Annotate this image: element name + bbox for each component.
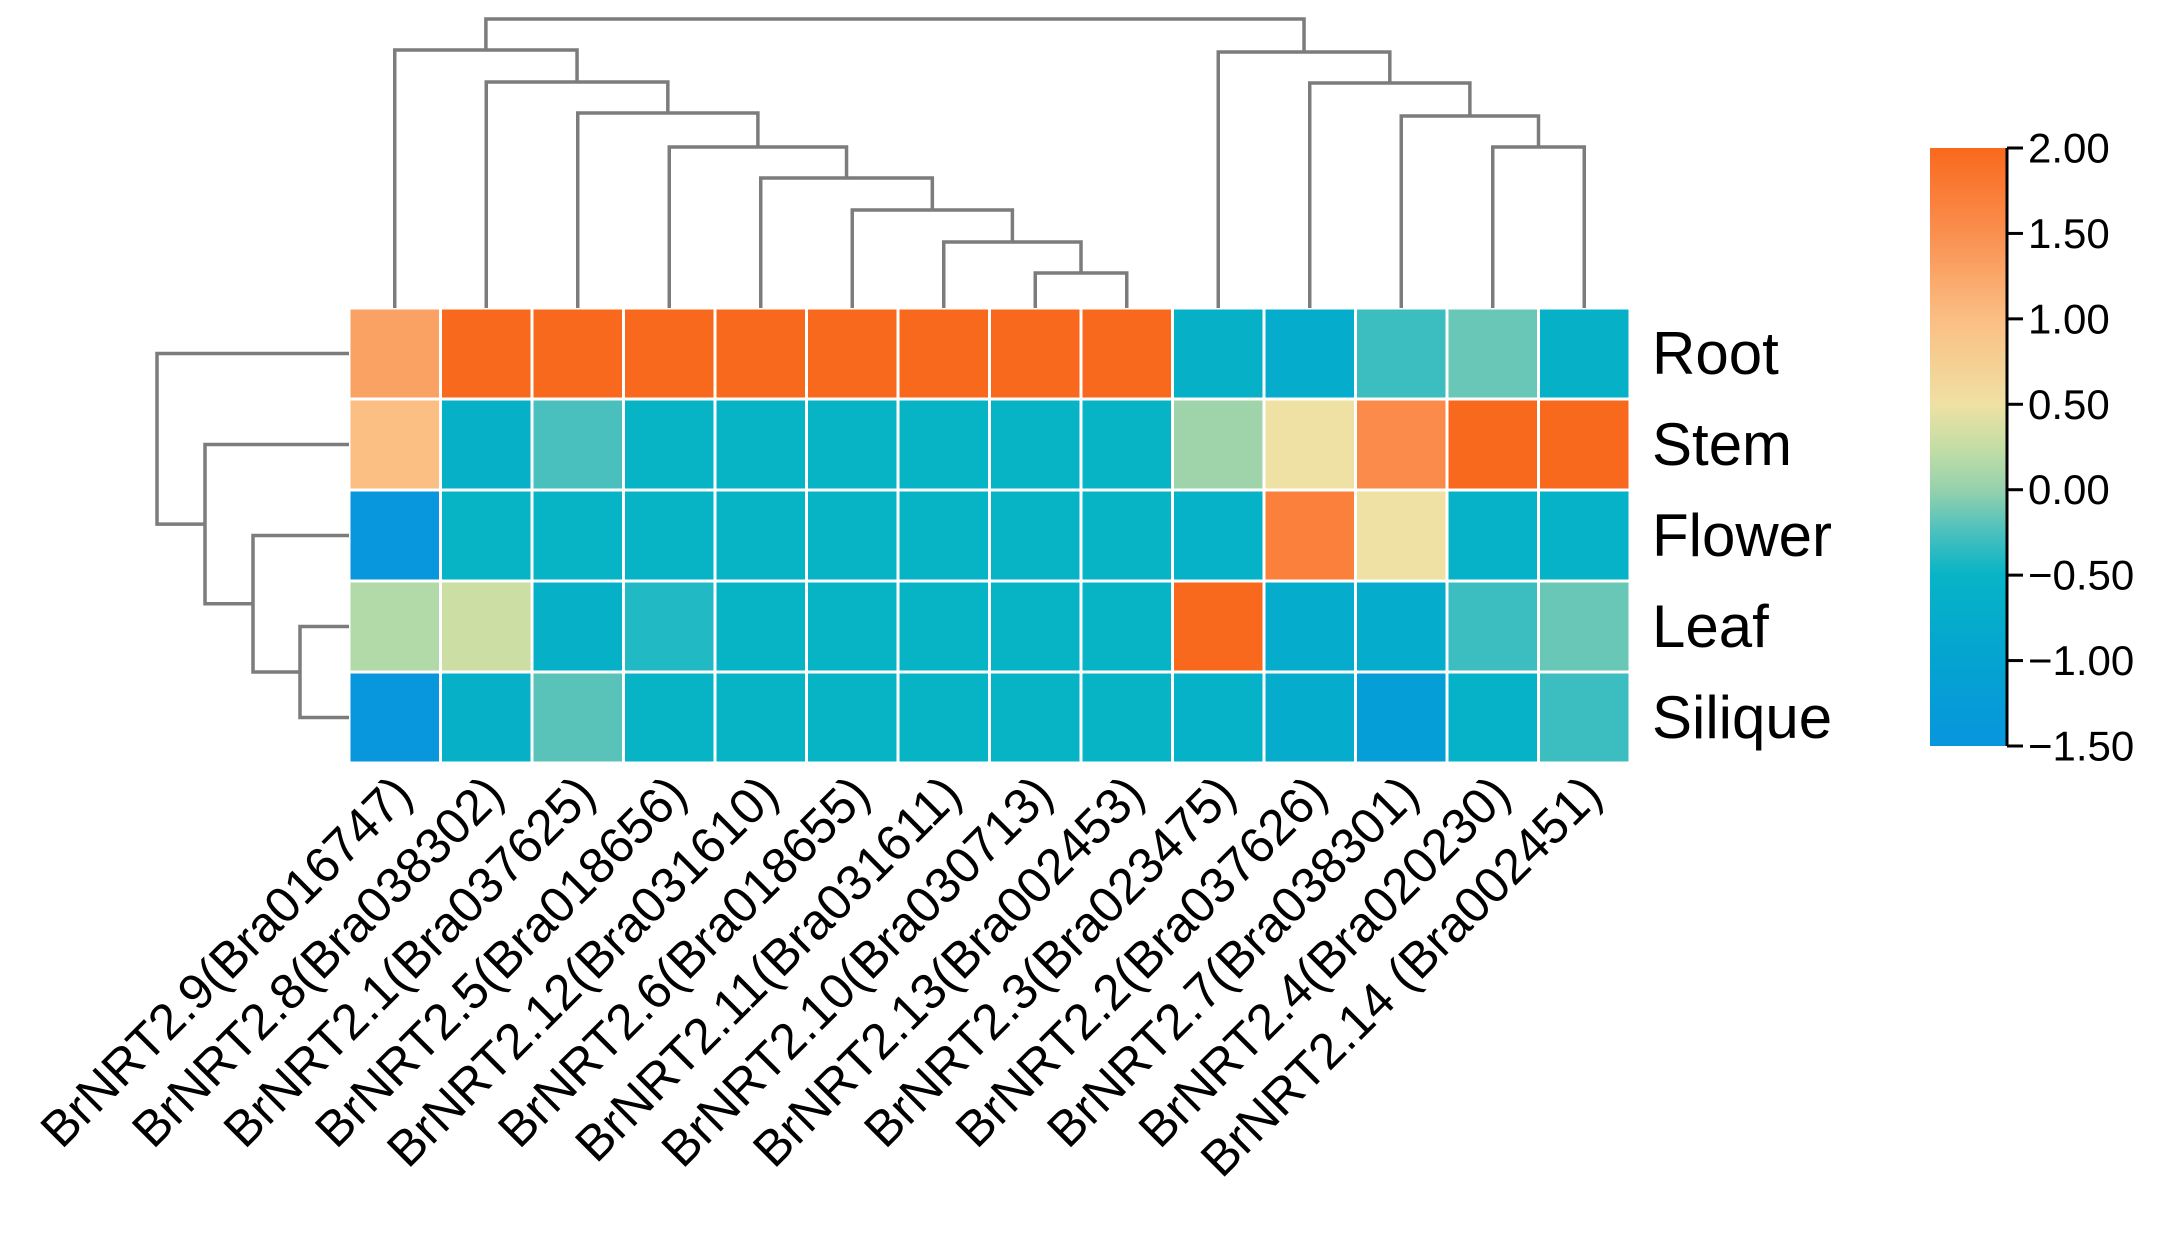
col-dendrogram-root xyxy=(484,17,1306,52)
legend-tick-label: 0.50 xyxy=(2028,381,2110,428)
heatmap-cell-stem-c6 xyxy=(808,400,897,489)
heatmap-cell-stem-c9 xyxy=(1082,400,1171,489)
heatmap-cell-leaf-c12 xyxy=(1357,582,1446,671)
heatmap-cell-flower-c3 xyxy=(533,491,622,580)
heatmap-cell-root-c10 xyxy=(1174,309,1263,398)
heatmap-cell-leaf-c1 xyxy=(350,582,439,671)
heatmap-cell-silique-c13 xyxy=(1448,673,1537,762)
heatmap-cell-stem-c1 xyxy=(350,400,439,489)
color-scale-legend: 2.00 1.50 1.00 0.50 0.00 −0.50 −1.00 −1.50 xyxy=(1930,125,2134,770)
heatmap-cell-root-c5 xyxy=(716,309,805,398)
heatmap-cell-root-c13 xyxy=(1448,309,1537,398)
heatmap-cell-root-c4 xyxy=(625,309,714,398)
heatmap-cell-flower-c9 xyxy=(1082,491,1171,580)
heatmap-cell-flower-c13 xyxy=(1448,491,1537,580)
heatmap-cell-silique-c7 xyxy=(899,673,988,762)
heatmap-cell-silique-c12 xyxy=(1357,673,1446,762)
heatmap-cell-silique-c8 xyxy=(991,673,1080,762)
heatmap-cell-flower-c7 xyxy=(899,491,988,580)
heatmap-cell-silique-c9 xyxy=(1082,673,1171,762)
heatmap-cell-root-c12 xyxy=(1357,309,1446,398)
heatmap-cell-leaf-c14 xyxy=(1540,582,1629,671)
heatmap-cell-stem-c5 xyxy=(716,400,805,489)
heatmap-cell-root-c7 xyxy=(899,309,988,398)
heatmap-cell-root-c8 xyxy=(991,309,1080,398)
legend-tick-label: −0.50 xyxy=(2028,552,2134,599)
heatmap-cell-silique-c3 xyxy=(533,673,622,762)
heatmap-cell-silique-c1 xyxy=(350,673,439,762)
heatmap-cell-flower-c1 xyxy=(350,491,439,580)
legend-tick-label: −1.50 xyxy=(2028,723,2134,770)
heatmap-cell-leaf-c3 xyxy=(533,582,622,671)
column-dendrogram xyxy=(393,17,1586,308)
row-label-stem: Stem xyxy=(1652,411,1792,478)
legend-gradient-bar xyxy=(1930,148,2007,746)
heatmap-cell-leaf-c4 xyxy=(625,582,714,671)
row-label-flower: Flower xyxy=(1652,502,1832,569)
heatmap-cell-flower-c10 xyxy=(1174,491,1263,580)
row-label-root: Root xyxy=(1652,320,1779,387)
heatmap-cell-stem-c12 xyxy=(1357,400,1446,489)
legend-tick-label: −1.00 xyxy=(2028,637,2134,684)
heatmap-cell-silique-c2 xyxy=(442,673,531,762)
heatmap-cell-flower-c14 xyxy=(1540,491,1629,580)
legend-tick-label: 0.00 xyxy=(2028,466,2110,513)
heatmap-cell-stem-c14 xyxy=(1540,400,1629,489)
heatmap-cell-stem-c7 xyxy=(899,400,988,489)
heatmap-cell-stem-c8 xyxy=(991,400,1080,489)
heatmap-cell-leaf-c6 xyxy=(808,582,897,671)
row-label-silique: Silique xyxy=(1652,684,1832,751)
heatmap-cell-stem-c11 xyxy=(1265,400,1354,489)
heatmap-cell-flower-c4 xyxy=(625,491,714,580)
heatmap-cell-silique-c4 xyxy=(625,673,714,762)
heatmap-cell-silique-c11 xyxy=(1265,673,1354,762)
heatmap-cell-leaf-c10 xyxy=(1174,582,1263,671)
heatmap-cell-flower-c5 xyxy=(716,491,805,580)
heatmap-cell-flower-c12 xyxy=(1357,491,1446,580)
row-dendrogram xyxy=(155,351,349,720)
heatmap-cell-leaf-c5 xyxy=(716,582,805,671)
heatmap-cell-leaf-c13 xyxy=(1448,582,1537,671)
row-label-leaf: Leaf xyxy=(1652,593,1769,660)
heatmap-cell-silique-c14 xyxy=(1540,673,1629,762)
heatmap-cell-leaf-c2 xyxy=(442,582,531,671)
heatmap-cell-root-c1 xyxy=(350,309,439,398)
heatmap-cell-silique-c6 xyxy=(808,673,897,762)
heatmap-cell-root-c14 xyxy=(1540,309,1629,398)
heatmap-cell-stem-c10 xyxy=(1174,400,1263,489)
heatmap-cell-silique-c10 xyxy=(1174,673,1263,762)
heatmap-cell-leaf-c9 xyxy=(1082,582,1171,671)
heatmap-cell-stem-c4 xyxy=(625,400,714,489)
heatmap-cell-root-c6 xyxy=(808,309,897,398)
heatmap-cell-leaf-c7 xyxy=(899,582,988,671)
heatmap-cell-root-c11 xyxy=(1265,309,1354,398)
heatmap-cell-root-c9 xyxy=(1082,309,1171,398)
heatmap-cell-flower-c2 xyxy=(442,491,531,580)
legend-tick-label: 1.50 xyxy=(2028,210,2110,257)
heatmap-cell-flower-c6 xyxy=(808,491,897,580)
legend-tick-label: 1.00 xyxy=(2028,295,2110,342)
heatmap-cell-stem-c3 xyxy=(533,400,622,489)
heatmap-cell-leaf-c8 xyxy=(991,582,1080,671)
heatmap-cell-silique-c5 xyxy=(716,673,805,762)
heatmap-cell-flower-c11 xyxy=(1265,491,1354,580)
heatmap-cell-stem-c13 xyxy=(1448,400,1537,489)
heatmap-cell-leaf-c11 xyxy=(1265,582,1354,671)
heatmap-cell-root-c3 xyxy=(533,309,622,398)
legend-tick-label: 2.00 xyxy=(2028,125,2110,172)
heatmap-cell-stem-c2 xyxy=(442,400,531,489)
heatmap-cell-root-c2 xyxy=(442,309,531,398)
row-labels: Root Stem Flower Leaf Silique xyxy=(1652,320,1832,751)
heatmap-cell-flower-c8 xyxy=(991,491,1080,580)
row-dendrogram-node xyxy=(155,351,349,526)
heatmap-grid xyxy=(350,309,1629,762)
